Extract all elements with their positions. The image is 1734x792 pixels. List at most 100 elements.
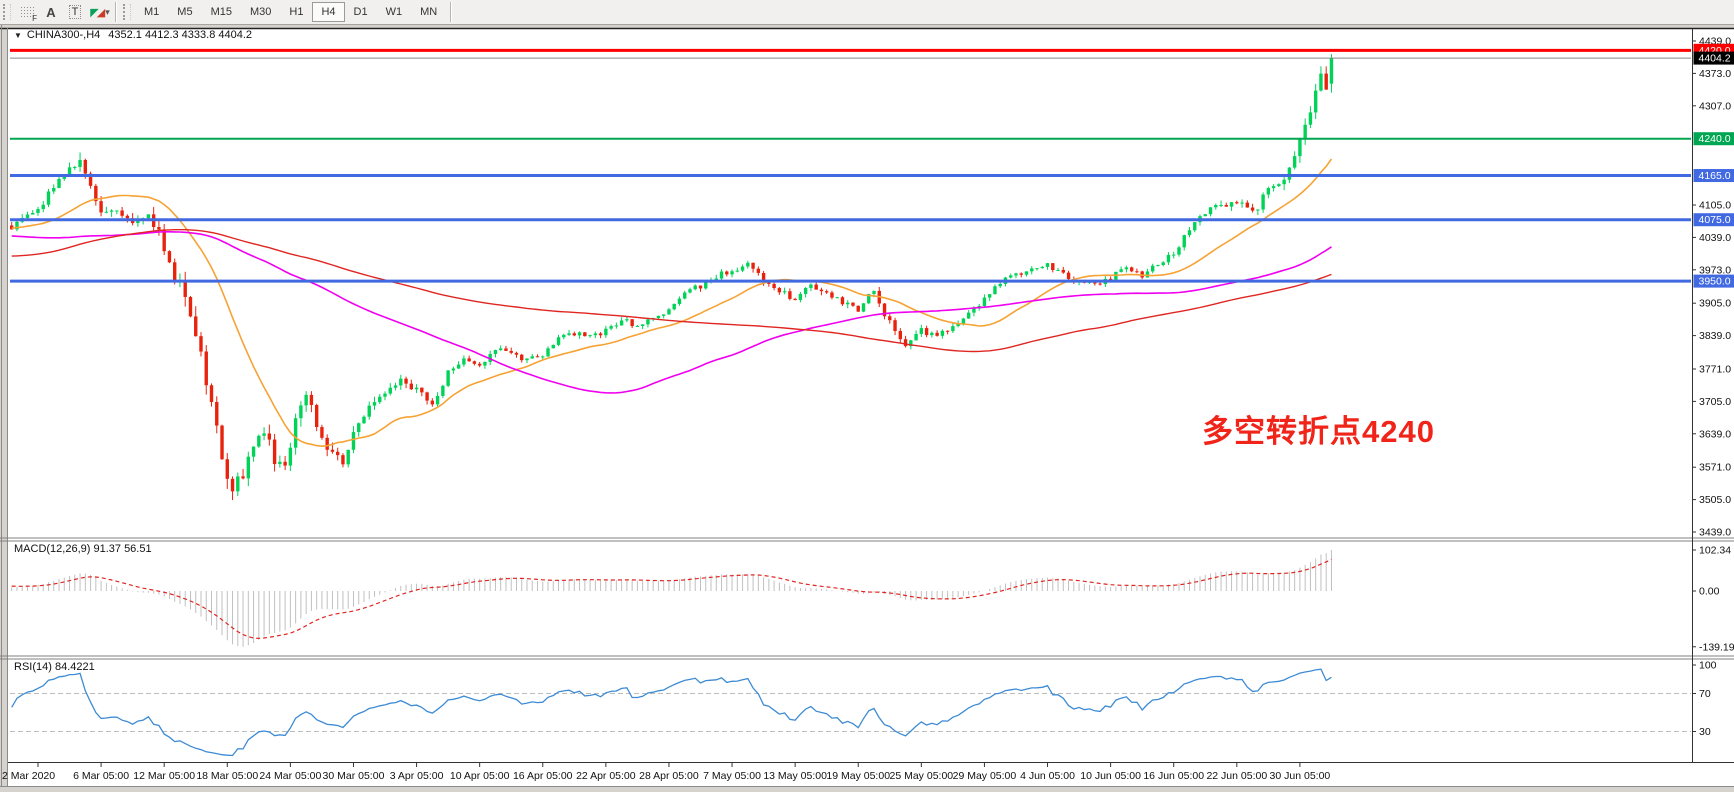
rsi-value: 84.4221 <box>54 661 95 673</box>
toolbar-drag-handle[interactable] <box>123 4 131 20</box>
candle-up <box>262 433 266 436</box>
tf-button-MN[interactable]: MN <box>420 6 438 18</box>
candle-down <box>209 385 214 403</box>
candle-up <box>635 325 640 327</box>
candle-up <box>1145 271 1150 278</box>
candle-down <box>157 226 161 230</box>
candle-down <box>1245 202 1250 208</box>
dropdown-caret-icon[interactable]: ▾ <box>105 6 109 17</box>
letter-a-icon[interactable]: A <box>46 4 56 20</box>
candle-up <box>104 211 109 213</box>
macd-values: 91.37 56.51 <box>93 543 152 555</box>
candle-up <box>246 456 251 479</box>
candle-up <box>987 294 992 298</box>
candle-down <box>267 433 272 440</box>
candle-up <box>683 292 687 299</box>
candle-up <box>546 348 550 357</box>
moving-average-150 <box>11 228 1332 353</box>
candle-up <box>956 323 960 327</box>
tf-button-M30[interactable]: M30 <box>249 6 272 18</box>
tf-button-M15[interactable]: M15 <box>210 6 232 18</box>
candle-up <box>136 219 140 224</box>
candle-down <box>756 268 761 273</box>
candle-up <box>525 358 529 361</box>
price-axis-label: 3905.0 <box>1699 298 1731 310</box>
time-axis-label: 16 Jun 05:00 <box>1143 770 1204 782</box>
candle-down <box>183 281 187 297</box>
price-axis-label: 3839.0 <box>1699 330 1731 342</box>
candle-up <box>867 294 871 304</box>
candle-down <box>467 358 471 362</box>
candle-up <box>730 271 734 275</box>
price-axis-label: 3639.0 <box>1699 428 1731 440</box>
price-badge-label: 4240.0 <box>1699 133 1731 145</box>
candle-down <box>335 451 340 456</box>
tf-button-W1[interactable]: W1 <box>385 6 403 18</box>
candle-down <box>893 320 897 331</box>
candle-up <box>719 271 724 279</box>
candle-down <box>788 291 792 299</box>
chart-title-triangle-icon[interactable]: ▼ <box>14 31 22 40</box>
candle-up <box>372 402 377 406</box>
candle-up <box>1292 156 1297 168</box>
candle-up <box>146 214 151 219</box>
moving-average-80 <box>11 231 1332 394</box>
candle-up <box>46 191 51 205</box>
price-axis-label: 3571.0 <box>1699 462 1731 474</box>
text-tool-icon[interactable]: T <box>64 2 86 22</box>
candle-up <box>1172 254 1176 256</box>
candle-up <box>835 297 839 299</box>
candle-up <box>288 447 293 466</box>
candle-down <box>167 251 172 263</box>
candle-up <box>1124 267 1129 270</box>
candle-up <box>31 212 35 215</box>
candle-up <box>1208 207 1213 215</box>
time-axis-label: 18 Mar 05:00 <box>196 770 258 782</box>
chart-grid-icon[interactable]: F <box>16 2 38 23</box>
rsi-line <box>11 668 1332 757</box>
candle-down <box>83 159 88 174</box>
candle-up <box>803 287 808 294</box>
candle-down <box>94 185 98 202</box>
macd-axis-label: 102.34 <box>1699 544 1731 556</box>
price-badge-4075.0 <box>1693 213 1734 227</box>
candle-up <box>304 394 308 406</box>
tf-button-M5[interactable]: M5 <box>177 6 193 18</box>
time-axis-label: 12 Mar 05:00 <box>133 770 195 782</box>
candle-down <box>1324 73 1328 90</box>
candle-up <box>1277 184 1281 187</box>
candle-up <box>1229 202 1234 207</box>
candle-up <box>1256 209 1260 211</box>
candle-up <box>809 284 813 288</box>
candle-up <box>378 396 382 403</box>
time-axis-label: 6 Mar 05:00 <box>73 770 129 782</box>
price-axis-label: 4373.0 <box>1699 68 1731 80</box>
candle-up <box>704 281 708 289</box>
candle-up <box>1261 194 1265 210</box>
tf-button-H4[interactable]: H4 <box>312 2 345 22</box>
candle-up <box>109 210 114 212</box>
candle-up <box>1035 268 1039 270</box>
candle-up <box>483 361 487 366</box>
candle-up <box>435 395 440 405</box>
candle-down <box>851 302 855 306</box>
tf-button-D1[interactable]: D1 <box>353 6 368 18</box>
candle-down <box>330 449 335 452</box>
candle-down <box>162 229 166 252</box>
timeframe-buttons: M1 M5 M15 M30 H1 H4 D1 W1 MN <box>135 2 446 22</box>
candle-up <box>667 309 671 315</box>
candle-up <box>15 221 19 230</box>
time-axis-label: 13 May 05:00 <box>763 770 827 782</box>
tf-button-M1[interactable]: M1 <box>144 6 160 18</box>
time-axis-label: 4 Jun 05:00 <box>1020 770 1075 782</box>
candle-up <box>735 270 740 272</box>
candle-up <box>1282 179 1286 185</box>
candle-down <box>898 330 903 340</box>
candle-up <box>556 337 561 345</box>
candle-up <box>25 214 30 218</box>
color-arrows-icon[interactable]: ◤ ◢ ▾ <box>90 6 109 19</box>
candle-down <box>325 437 329 450</box>
toolbar-drag-handle[interactable] <box>3 4 11 20</box>
tf-button-H1[interactable]: H1 <box>289 6 304 18</box>
